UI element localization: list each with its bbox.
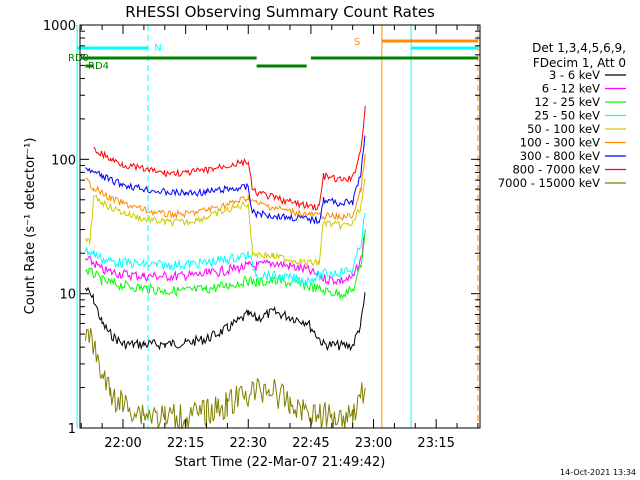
legend-label-100-300-kev: 100 - 300 keV (520, 136, 600, 150)
series-line-100-300-kev (85, 153, 366, 222)
x-tick-label-2215: 22:15 (167, 436, 204, 451)
x-tick-label-2315: 23:15 (417, 436, 454, 451)
legend-header-line-1: Det 1,3,4,5,6,9, (532, 41, 626, 55)
flag-label-s: S (354, 37, 360, 48)
series-line-50-100-kev (84, 178, 366, 267)
y-tick-label-10: 10 (59, 288, 76, 303)
y-tick-label-1: 1 (68, 422, 76, 437)
y-axis-label: Count Rate (s⁻¹ detector⁻¹) (23, 138, 38, 315)
flag-label-rd4: RD4 (88, 61, 109, 72)
x-axis-label: Start Time (22-Mar-07 21:49:42) (175, 455, 386, 470)
legend-label-50-100-kev: 50 - 100 keV (527, 122, 600, 136)
legend-label-25-50-kev: 25 - 50 keV (534, 109, 600, 123)
legend: Det 1,3,4,5,6,9, FDecim 1, Att 0 3 - 6 k… (498, 41, 626, 190)
legend-label-3-6-kev: 3 - 6 keV (549, 68, 600, 82)
series-line-800-7000-kev (93, 105, 366, 211)
x-tick-label-2300: 23:00 (355, 436, 392, 451)
series-line-7000-15000-kev (84, 328, 366, 430)
legend-label-12-25-kev: 12 - 25 keV (534, 95, 600, 109)
chart-title: RHESSI Observing Summary Count Rates (125, 3, 435, 21)
legend-label-800-7000-kev: 800 - 7000 keV (512, 163, 600, 177)
y-tick-label-1000: 1000 (43, 19, 76, 34)
series-line-12-25-kev (85, 229, 366, 300)
series-line-25-50-kev (84, 212, 366, 286)
plot-frame (79, 24, 481, 429)
x-tick-label-2200: 22:00 (104, 436, 141, 451)
legend-label-6-12-kev: 6 - 12 keV (542, 82, 600, 96)
y-tick-label-100: 100 (51, 153, 76, 168)
series-line-3-6-kev (84, 286, 366, 352)
x-tick-label-2230: 22:30 (230, 436, 267, 451)
generation-date: 14-Oct-2021 13:34 (560, 468, 636, 477)
legend-label-7000-15000-kev: 7000 - 15000 keV (498, 176, 600, 190)
flag-label-n: N (154, 43, 161, 54)
x-axis: 22:00 22:15 22:30 22:45 23:00 23:15 (80, 25, 479, 451)
legend-label-300-800-kev: 300 - 800 keV (520, 149, 600, 163)
series-line-300-800-kev (85, 135, 366, 225)
legend-header-line-2: FDecim 1, Att 0 (533, 56, 626, 70)
y-axis: 1 10 100 1000 (43, 19, 480, 437)
flag-label-rd0: RD0 (68, 53, 89, 64)
x-tick-label-2245: 22:45 (292, 436, 329, 451)
